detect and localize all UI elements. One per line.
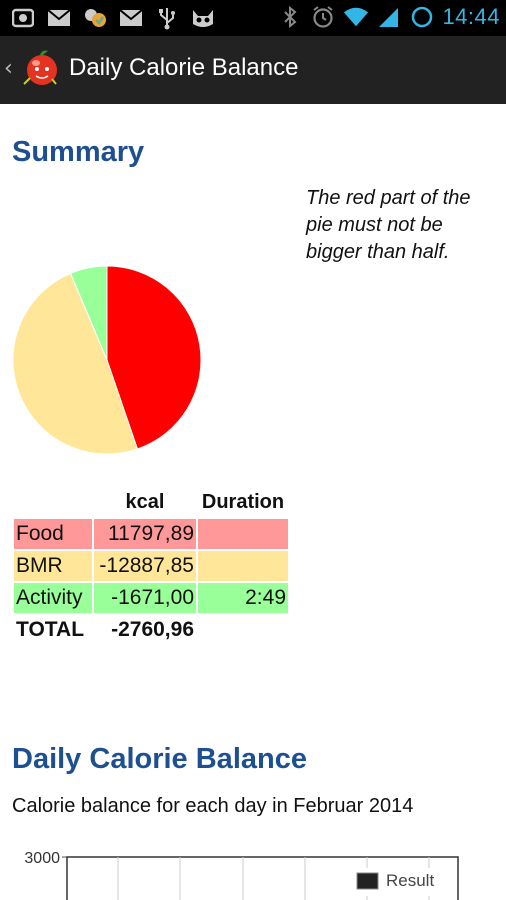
legend-swatch <box>356 872 379 890</box>
screenshot-icon <box>10 5 36 31</box>
pie-slice-activity <box>69 265 108 361</box>
total-label: TOTAL <box>16 618 85 641</box>
calorie-pie-chart <box>12 265 202 455</box>
total-duration <box>198 615 288 645</box>
system-icons: 14:44 <box>277 4 500 30</box>
legend-label: Result <box>386 871 434 890</box>
summary-note: The red part of the pie must not be bigg… <box>306 187 471 263</box>
y-axis-tick-label: 3000 <box>24 850 60 867</box>
table-row-activity: Activity -1671,00 2:49 <box>14 583 288 613</box>
wifi-icon <box>343 4 369 30</box>
row-kcal: -1671,00 <box>94 583 196 613</box>
row-label: BMR <box>14 551 92 581</box>
gmail-icon <box>118 5 144 31</box>
signal-icon <box>376 4 402 30</box>
table-row-total: TOTAL -2760,96 <box>14 615 288 645</box>
table-header-duration: Duration <box>201 490 285 513</box>
pie-slice-bmr <box>12 272 139 455</box>
alarm-icon <box>310 4 336 30</box>
action-bar: ‹ Daily Calorie Balance <box>0 36 506 104</box>
status-bar: 14:44 <box>0 0 506 36</box>
row-label: Activity <box>14 583 92 613</box>
total-kcal: -2760,96 <box>111 618 194 641</box>
balance-subtitle: Calorie balance for each day in Februar … <box>12 795 414 817</box>
clock: 14:44 <box>442 4 500 29</box>
table-row-bmr: BMR -12887,85 <box>14 551 288 581</box>
table-header-label <box>14 487 92 517</box>
table-header-row: kcal Duration <box>14 487 288 517</box>
notification-icon <box>82 5 108 31</box>
pie-slice-food <box>106 265 202 450</box>
up-arrow-icon[interactable]: ‹ <box>4 56 13 81</box>
app-logo-icon[interactable] <box>16 46 64 94</box>
row-label: Food <box>14 519 92 549</box>
daily-balance-chart: 3000 Result <box>24 850 459 900</box>
table-row-food: Food 11797,89 <box>14 519 288 549</box>
summary-table: kcal Duration Food 11797,89 BMR -12887,8… <box>12 485 290 647</box>
gmail-icon <box>46 5 72 31</box>
bluetooth-icon <box>277 4 303 30</box>
app-title: Daily Calorie Balance <box>69 54 299 81</box>
usb-icon <box>154 5 180 31</box>
row-duration <box>198 519 288 549</box>
table-header-kcal: kcal <box>125 490 165 513</box>
sync-icon <box>409 4 435 30</box>
balance-heading: Daily Calorie Balance <box>12 743 307 775</box>
cat-icon <box>190 5 216 31</box>
row-kcal: 11797,89 <box>94 519 196 549</box>
row-duration: 2:49 <box>198 583 288 613</box>
notification-icons <box>10 5 216 31</box>
row-kcal: -12887,85 <box>94 551 196 581</box>
summary-heading: Summary <box>12 136 145 168</box>
row-duration <box>198 551 288 581</box>
